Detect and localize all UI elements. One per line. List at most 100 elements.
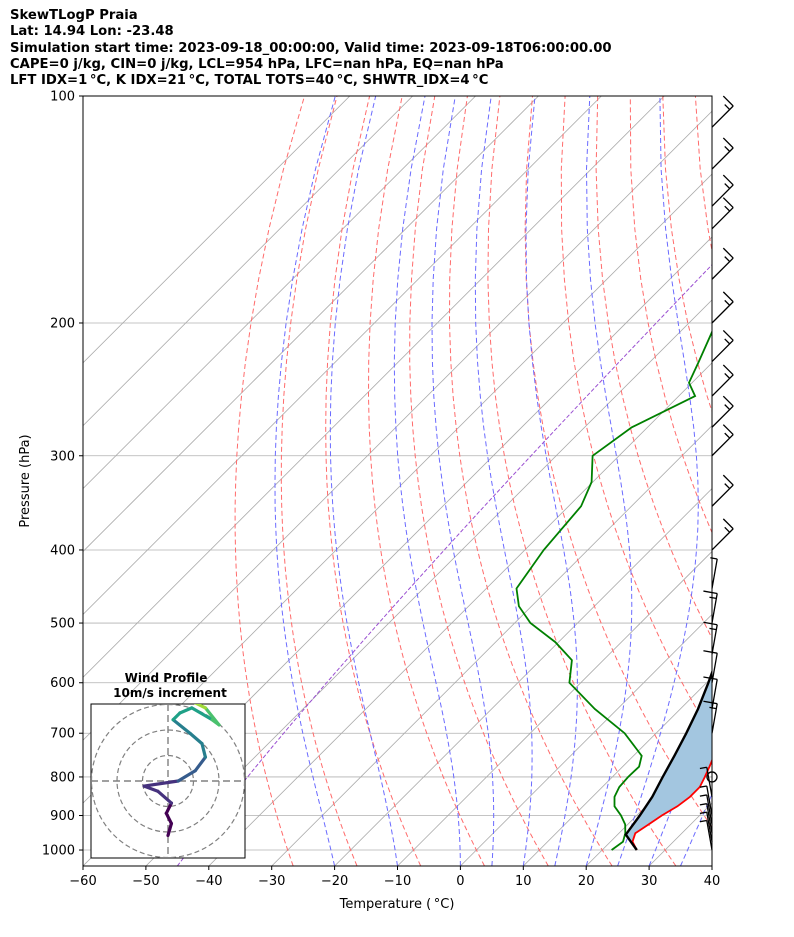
hodograph-trace-segment bbox=[194, 704, 207, 710]
wind-barb bbox=[711, 197, 734, 230]
y-axis-label: Pressure (hPa) bbox=[18, 434, 33, 527]
hodograph-subtitle: 10m/s increment bbox=[113, 686, 227, 700]
temperature-line bbox=[631, 758, 712, 851]
wind-barb bbox=[711, 329, 734, 363]
hodograph-title: Wind Profile bbox=[125, 671, 208, 685]
hodograph-trace-segment bbox=[190, 706, 214, 722]
isotherm-line bbox=[460, 613, 712, 866]
isotherm-line bbox=[83, 96, 476, 490]
y-tick-label: 700 bbox=[50, 727, 75, 742]
isotherm-line bbox=[334, 488, 712, 866]
chart-title: SkewTLogP Praia bbox=[10, 8, 138, 23]
y-tick-label: 500 bbox=[50, 617, 75, 632]
wind-barb bbox=[703, 650, 718, 683]
hodograph-ring bbox=[91, 704, 245, 858]
hodograph-trace-segment bbox=[203, 706, 221, 727]
wind-barb bbox=[711, 364, 734, 397]
hodograph-trace-segment bbox=[200, 741, 207, 759]
wind-barb bbox=[703, 676, 718, 710]
wind-barb bbox=[711, 174, 734, 207]
isotherm-line bbox=[711, 865, 712, 866]
isotherm-line bbox=[83, 96, 351, 364]
isotherm-line bbox=[523, 676, 712, 866]
wind-barb bbox=[703, 700, 718, 734]
wind-barb bbox=[699, 766, 713, 797]
y-tick-label: 100 bbox=[50, 90, 75, 105]
x-tick-label: 20 bbox=[578, 874, 595, 889]
wind-barb bbox=[711, 247, 734, 280]
hodograph-trace-segment bbox=[171, 718, 192, 736]
dry-adiabat-line bbox=[595, 96, 712, 640]
isotherm-line bbox=[397, 550, 712, 866]
dry-adiabat-line bbox=[487, 96, 677, 866]
y-tick-label: 400 bbox=[50, 543, 75, 558]
x-tick-label: −40 bbox=[195, 874, 222, 889]
wind-barb bbox=[711, 137, 734, 170]
x-tick-label: −50 bbox=[132, 874, 159, 889]
wind-barb bbox=[711, 291, 734, 324]
isotherm-line bbox=[271, 425, 712, 866]
x-tick-label: 10 bbox=[515, 874, 532, 889]
chart-title-block: SkewTLogP Praia Lat: 14.94 Lon: -23.48 S… bbox=[10, 8, 612, 89]
y-tick-label: 200 bbox=[50, 316, 75, 331]
isotherm-line bbox=[83, 110, 712, 741]
hodograph-trace-segment bbox=[164, 801, 173, 815]
wind-barb bbox=[706, 771, 718, 783]
isotherm-line bbox=[145, 299, 712, 866]
wind-barb bbox=[699, 785, 713, 816]
wind-barb bbox=[710, 557, 718, 589]
isotherm-line bbox=[83, 96, 413, 427]
isotherm-line bbox=[208, 362, 712, 866]
x-tick-label: 40 bbox=[704, 874, 721, 889]
moist-adiabat-line bbox=[711, 864, 712, 866]
dry-adiabat-line bbox=[325, 96, 422, 866]
wind-barb bbox=[703, 590, 718, 624]
dry-adiabat-line bbox=[234, 96, 305, 866]
moist-adiabat-line bbox=[474, 96, 533, 866]
moist-adiabat-line bbox=[274, 96, 336, 866]
cape-shading bbox=[625, 672, 712, 850]
moist-adiabat-line bbox=[393, 96, 461, 866]
wind-barb bbox=[711, 474, 734, 507]
isotherm-line bbox=[83, 96, 602, 615]
x-tick-label: −60 bbox=[69, 874, 96, 889]
parcel-line bbox=[624, 669, 712, 851]
x-axis-label: Temperature ( °C) bbox=[339, 897, 455, 912]
dry-adiabat-line bbox=[409, 96, 549, 866]
x-tick-label: 0 bbox=[456, 874, 464, 889]
hodograph-trace-segment bbox=[176, 769, 197, 783]
hodograph-inset: Wind Profile 10m/s increment bbox=[90, 671, 246, 859]
y-tick-label: 300 bbox=[50, 449, 75, 464]
dewpoint-line bbox=[515, 329, 712, 851]
hodograph-trace-segment bbox=[156, 789, 173, 805]
moist-adiabat-line bbox=[329, 96, 398, 866]
indices-line: LFT IDX=1 °C, K IDX=21 °C, TOTAL TOTS=40… bbox=[10, 73, 489, 89]
y-tick-label: 900 bbox=[50, 809, 75, 824]
wind-barb bbox=[711, 95, 734, 128]
moist-adiabat-line bbox=[431, 96, 495, 866]
wind-barbs bbox=[699, 95, 734, 851]
x-tick-label: −10 bbox=[384, 874, 411, 889]
dry-adiabat-line bbox=[662, 96, 712, 414]
location-line: Lat: 14.94 Lon: -23.48 bbox=[10, 24, 174, 40]
hodograph-trace-segment bbox=[171, 711, 182, 722]
moist-adiabat-line bbox=[648, 699, 712, 866]
moist-adiabat-line bbox=[585, 96, 633, 866]
dry-adiabat-line bbox=[728, 96, 794, 866]
time-line: Simulation start time: 2023-09-18_00:00:… bbox=[10, 40, 612, 56]
hodograph-trace-segment bbox=[178, 706, 194, 715]
x-tick-label: −30 bbox=[258, 874, 285, 889]
isotherm-line bbox=[83, 96, 539, 553]
hodograph-trace-segment bbox=[166, 821, 173, 838]
wind-barb bbox=[711, 518, 734, 551]
hodograph-trace-segment bbox=[193, 755, 207, 773]
y-tick-label: 600 bbox=[50, 676, 75, 691]
cape-line: CAPE=0 j/kg, CIN=0 j/kg, LCL=954 hPa, LF… bbox=[10, 56, 504, 72]
wind-barb bbox=[699, 811, 713, 842]
wind-barb bbox=[699, 803, 713, 834]
dry-adiabat-line bbox=[761, 96, 794, 866]
dry-adiabat-line bbox=[367, 96, 485, 866]
wind-barb bbox=[711, 424, 734, 457]
hodograph-trace-segment bbox=[188, 731, 204, 746]
